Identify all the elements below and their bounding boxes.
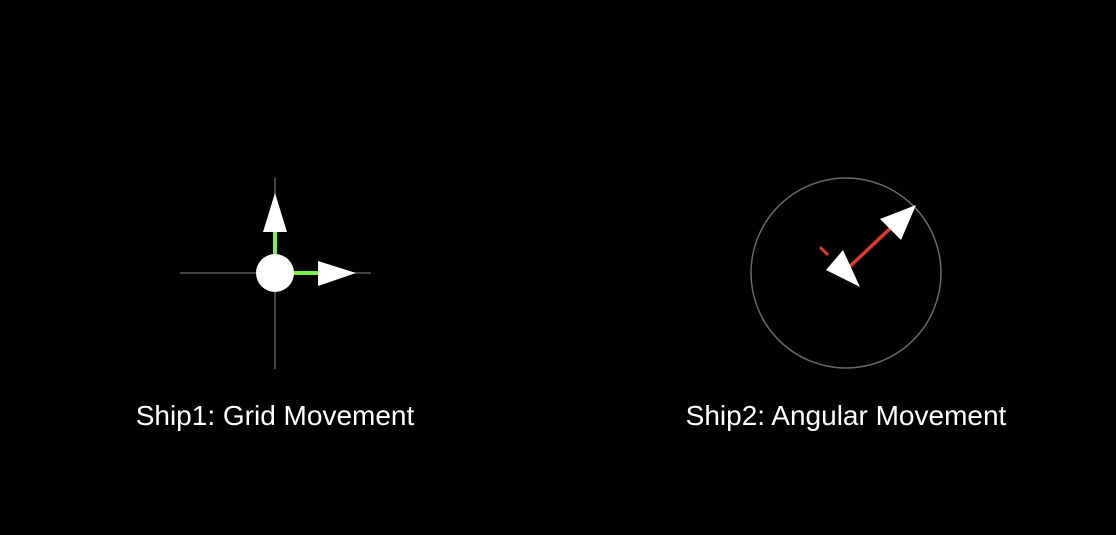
ship1-caption: Ship1: Grid Movement	[135, 400, 415, 431]
right-arrow-icon	[318, 261, 356, 286]
ship1-diagram	[180, 178, 371, 369]
orbit-circle	[750, 177, 942, 369]
backward-arrow-icon	[826, 250, 860, 287]
ship2-caption: Ship2: Angular Movement	[685, 400, 1007, 431]
forward-arrow-icon	[880, 205, 916, 240]
ship2-diagram	[750, 177, 942, 369]
ship2-heading-vector	[843, 220, 899, 273]
ship1-body	[256, 254, 294, 292]
up-arrow-icon	[263, 193, 287, 232]
ship2-back-tick	[818, 245, 830, 257]
